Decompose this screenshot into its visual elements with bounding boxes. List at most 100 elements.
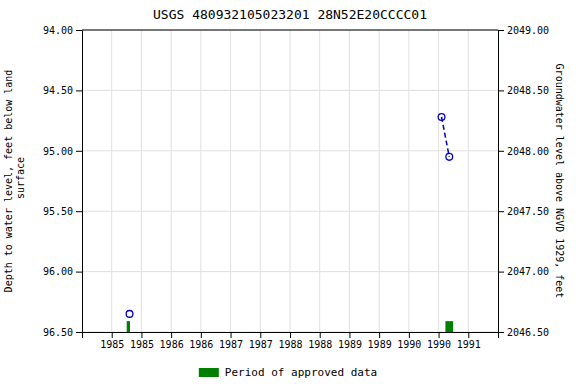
title: USGS 480932105023201 28N52E20CCCC01	[153, 7, 427, 22]
tick-mark	[171, 332, 172, 338]
tick-mark	[498, 332, 504, 333]
tick: 1988	[278, 332, 302, 350]
grid-line	[82, 90, 498, 91]
tick-mark	[349, 332, 350, 338]
tick-mark	[379, 332, 380, 338]
tick-mark	[76, 30, 82, 31]
tick-label: 1986	[189, 339, 213, 350]
legend-swatch	[199, 368, 219, 377]
tick-label: 1986	[160, 339, 184, 350]
axis-line	[499, 31, 505, 333]
tick-mark	[498, 211, 504, 212]
grid-line	[468, 30, 469, 332]
tick-label: 1987	[219, 339, 243, 350]
grid	[82, 30, 498, 332]
tick-mark	[498, 90, 504, 91]
tick-label: 94.00	[43, 25, 73, 36]
y-axis-title: Depth to water level, feet below land su…	[3, 70, 26, 293]
tick: 95.00	[43, 146, 82, 157]
tick: 1986	[189, 332, 213, 350]
tick-mark	[76, 332, 82, 333]
tick-mark	[76, 151, 82, 152]
axis-title-line: Depth to water level, feet below land	[3, 70, 14, 293]
grid-line	[349, 30, 350, 332]
axis-line	[83, 333, 499, 339]
grid-line	[171, 30, 172, 332]
grid-line	[260, 30, 261, 332]
point	[446, 153, 453, 160]
tick-mark	[498, 30, 504, 31]
tick: 1989	[338, 332, 362, 350]
axis-line	[76, 31, 83, 333]
tick: 1987	[219, 332, 243, 350]
tick: 2048.50	[498, 85, 549, 96]
bar	[445, 321, 453, 332]
tick-label: 95.50	[43, 206, 73, 217]
grid-line	[82, 211, 498, 212]
tick-mark	[76, 90, 82, 91]
tick-label: 96.00	[43, 266, 73, 277]
tick: 1990	[397, 332, 421, 350]
tick-mark	[498, 272, 504, 273]
grid-line	[290, 30, 291, 332]
grid-line	[200, 30, 201, 332]
tick: 2047.00	[498, 266, 549, 277]
tick-mark	[260, 332, 261, 338]
point	[438, 114, 445, 121]
tick-mark	[290, 332, 291, 338]
point	[126, 310, 133, 317]
tick-mark	[76, 272, 82, 273]
tick-label: 2048.00	[507, 146, 549, 157]
grid-line	[82, 30, 498, 31]
grid-line	[141, 30, 142, 332]
tick: 1985	[100, 332, 124, 350]
axis-title-line: surface	[15, 157, 26, 205]
tick: 1986	[160, 332, 184, 350]
tick: 94.00	[43, 25, 82, 36]
tick: 1987	[249, 332, 273, 350]
tick-mark	[409, 332, 410, 338]
tick: 2049.00	[498, 25, 549, 36]
grid-line	[111, 30, 112, 332]
tick-label: 95.00	[43, 146, 73, 157]
tick-label: 94.50	[43, 85, 73, 96]
tick: 1991	[457, 332, 481, 350]
tick-label: 1989	[368, 339, 392, 350]
tick-mark	[112, 332, 113, 338]
tick: 2047.50	[498, 206, 549, 217]
grid-line	[319, 30, 320, 332]
tick-label: 1988	[308, 339, 332, 350]
tick: 1989	[368, 332, 392, 350]
tick-label: 1989	[338, 339, 362, 350]
tick: 1990	[427, 332, 451, 350]
bar	[127, 321, 130, 332]
tick-label: 2049.00	[507, 25, 549, 36]
grid-line	[408, 30, 409, 332]
y2-axis: 2049.002048.502048.002047.502047.002046.…	[498, 25, 549, 338]
tick-label: 2048.50	[507, 85, 549, 96]
tick-mark	[201, 332, 202, 338]
tick: 1985	[130, 332, 154, 350]
tick-label: 1990	[397, 339, 421, 350]
chart: 1985 1985 1986 1986 1987 1987 1988 1988 1989 1989…	[0, 0, 576, 384]
frame	[82, 30, 498, 31]
tick-label: 2047.50	[507, 206, 549, 217]
tick-label: 96.50	[43, 327, 73, 338]
line	[442, 117, 450, 157]
legend-item: Period of approved data	[199, 366, 377, 379]
tick: 1988	[308, 332, 332, 350]
grid-line	[438, 30, 439, 332]
tick-label: 1985	[130, 339, 154, 350]
legend-label: Period of approved data	[225, 366, 377, 379]
tick: 96.50	[43, 327, 82, 338]
y-axis: 94.00 94.50 95.00 95.50 96.00 96.50	[43, 25, 83, 338]
tick: 94.50	[43, 85, 82, 96]
tick-label: 1985	[100, 339, 124, 350]
legend: Period of approved data	[199, 366, 377, 379]
tick-label: 1990	[427, 339, 451, 350]
tick-mark	[498, 151, 504, 152]
grid-line	[82, 271, 498, 272]
tick-label: 2047.00	[507, 266, 549, 277]
tick-mark	[468, 332, 469, 338]
grid-line	[379, 30, 380, 332]
